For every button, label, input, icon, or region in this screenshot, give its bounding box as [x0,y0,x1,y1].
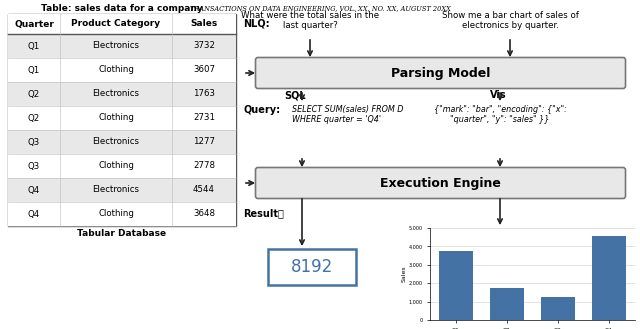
Text: 1763: 1763 [193,89,215,98]
Text: Query:: Query: [243,105,280,115]
Text: Clothing: Clothing [98,210,134,218]
Text: Q4: Q4 [28,210,40,218]
Bar [8,130,236,154]
Text: 3607: 3607 [193,65,215,74]
Bar [8,34,236,58]
Text: SQL: SQL [284,90,306,100]
Text: Clothing: Clothing [98,114,134,122]
Text: Show me a bar chart of sales of
electronics by quarter.: Show me a bar chart of sales of electron… [442,11,579,30]
Text: Tabular Database: Tabular Database [77,229,166,238]
Text: Q3: Q3 [28,138,40,146]
Bar [8,154,236,178]
Text: Sales: Sales [190,19,218,29]
Bar [8,202,236,226]
Bar [8,14,236,34]
Text: Q3: Q3 [28,162,40,170]
Text: SELECT SUM(sales) FROM D
WHERE quarter = 'Q4': SELECT SUM(sales) FROM D WHERE quarter =… [292,105,403,124]
Bar [593,237,626,320]
Bar [8,58,236,82]
Text: {"mark": "bar", "encoding": {"x":
"quarter", "y": "sales" }}: {"mark": "bar", "encoding": {"x": "quart… [433,105,566,124]
Text: Product Category: Product Category [72,19,161,29]
Text: Electronics: Electronics [93,89,140,98]
Text: 4544: 4544 [193,186,215,194]
FancyBboxPatch shape [255,167,625,198]
Text: Q2: Q2 [28,89,40,98]
Text: Q1: Q1 [28,41,40,50]
Bar [490,288,524,320]
Text: 1277: 1277 [193,138,215,146]
Text: Electronics: Electronics [93,138,140,146]
Text: Clothing: Clothing [98,65,134,74]
Text: Execution Engine: Execution Engine [380,176,501,190]
Bar [8,178,236,202]
Bar [541,296,575,320]
Text: Q1: Q1 [28,65,40,74]
Bar [8,106,236,130]
Bar [8,82,236,106]
Y-axis label: Sales: Sales [402,266,407,282]
Bar [439,251,472,320]
Text: Q2: Q2 [28,114,40,122]
FancyBboxPatch shape [255,58,625,89]
Text: 2731: 2731 [193,114,215,122]
Text: Table: sales data for a company: Table: sales data for a company [41,4,203,13]
Text: TRANSACTIONS ON DATA ENGINEERING, VOL. XX, NO. XX, AUGUST 20XX: TRANSACTIONS ON DATA ENGINEERING, VOL. X… [189,4,451,12]
Text: Clothing: Clothing [98,162,134,170]
Text: Vis: Vis [490,90,507,100]
Text: Electronics: Electronics [93,186,140,194]
Text: What were the total sales in the
last quarter?: What were the total sales in the last qu… [241,11,379,30]
Bar [268,249,356,285]
Text: 2778: 2778 [193,162,215,170]
Text: 8192: 8192 [291,258,333,276]
Text: Quarter: Quarter [14,19,54,29]
Text: NLQ:: NLQ: [243,19,269,29]
Text: 3648: 3648 [193,210,215,218]
Text: Q4: Q4 [28,186,40,194]
Text: Parsing Model: Parsing Model [391,66,490,80]
Text: Electronics: Electronics [93,41,140,50]
Text: 3732: 3732 [193,41,215,50]
Text: Result：: Result： [243,208,284,218]
Bar [8,14,236,226]
